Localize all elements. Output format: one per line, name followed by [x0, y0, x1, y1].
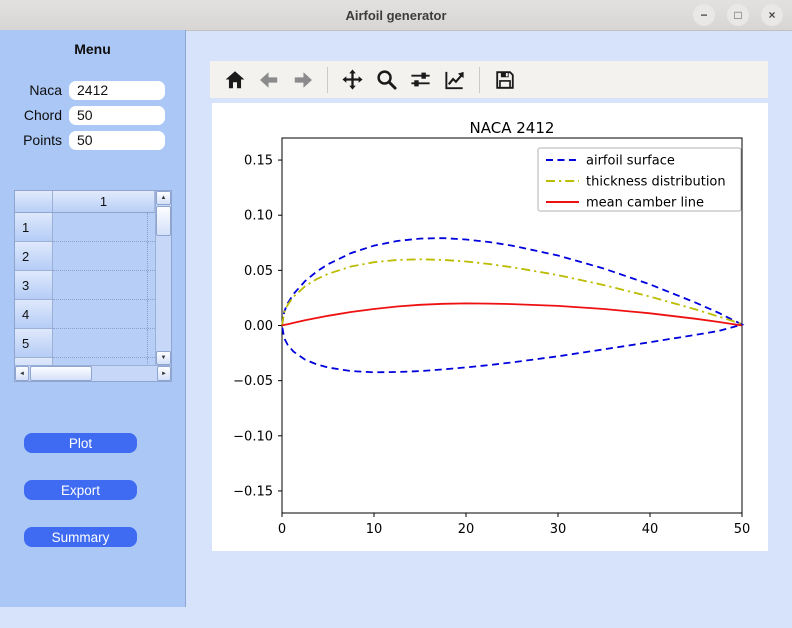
table-row: 5	[15, 329, 155, 358]
table-cell[interactable]	[53, 242, 155, 271]
x-tick-label: 20	[458, 522, 475, 537]
window-title: Airfoil generator	[345, 7, 447, 23]
maximize-button[interactable]: □	[727, 4, 749, 26]
table-cell[interactable]	[53, 300, 155, 329]
table-cell[interactable]	[53, 271, 155, 300]
coordinates-table[interactable]: 1 1 2 3 4 5	[14, 190, 172, 382]
chart-title: NACA 2412	[470, 119, 555, 137]
toolbar-separator	[479, 66, 480, 93]
plot-button[interactable]: Plot	[24, 433, 137, 453]
series-mean-camber-line	[281, 302, 743, 327]
row-header[interactable]: 5	[15, 329, 53, 358]
plot-toolbar	[210, 61, 768, 98]
y-tick-label: 0.00	[244, 319, 273, 334]
scroll-right-button[interactable]: ►	[157, 366, 171, 381]
x-tick-label: 10	[366, 522, 383, 537]
save-icon[interactable]	[493, 68, 516, 91]
series-thickness-distribution	[281, 258, 743, 326]
chord-input[interactable]	[69, 105, 165, 125]
table-horizontal-scrollbar[interactable]: ◄ ►	[15, 365, 171, 381]
series-airfoil-surface	[281, 237, 745, 374]
points-label: Points	[23, 132, 62, 148]
table-column-header[interactable]: 1	[53, 191, 155, 213]
home-icon[interactable]	[223, 68, 246, 91]
row-header[interactable]: 1	[15, 213, 53, 242]
menu-title: Menu	[74, 41, 111, 57]
table-cell[interactable]	[53, 213, 155, 242]
legend-label: airfoil surface	[586, 154, 675, 169]
y-tick-label: 0.10	[244, 209, 273, 224]
row-header[interactable]: 3	[15, 271, 53, 300]
row-header[interactable]: 2	[15, 242, 53, 271]
customize-plot-icon[interactable]	[443, 68, 466, 91]
y-tick-label: 0.05	[244, 264, 273, 279]
minimize-button[interactable]: −	[693, 4, 715, 26]
pan-icon[interactable]	[341, 68, 364, 91]
table-row: 1	[15, 213, 155, 242]
forward-icon[interactable]	[291, 68, 314, 91]
naca-label: Naca	[29, 82, 62, 98]
table-vertical-scrollbar[interactable]: ▲ ▼	[155, 191, 171, 365]
chord-field-row: Chord	[0, 105, 165, 125]
back-icon[interactable]	[257, 68, 280, 91]
table-row: 4	[15, 300, 155, 329]
naca-input[interactable]	[69, 80, 165, 100]
close-button[interactable]: ×	[761, 4, 783, 26]
vertical-scroll-thumb[interactable]	[156, 206, 171, 236]
y-tick-label: −0.05	[233, 374, 273, 389]
legend-label: mean camber line	[586, 196, 704, 211]
points-input[interactable]	[69, 130, 165, 150]
x-tick-label: 50	[734, 522, 751, 537]
table-cell[interactable]	[53, 329, 155, 358]
table-corner-cell	[15, 191, 53, 213]
x-tick-label: 0	[278, 522, 286, 537]
window-controls: − □ ×	[693, 4, 783, 26]
table-row: 2	[15, 242, 155, 271]
scroll-down-button[interactable]: ▼	[156, 351, 171, 365]
horizontal-scroll-thumb[interactable]	[30, 366, 92, 381]
table-header-row: 1	[15, 191, 155, 213]
table-row-partial	[15, 358, 155, 365]
y-tick-label: −0.15	[233, 484, 273, 499]
points-field-row: Points	[0, 130, 165, 150]
y-tick-label: −0.10	[233, 429, 273, 444]
table-row: 3	[15, 271, 155, 300]
plot-canvas[interactable]: NACA 2412 0 10 20 30 40 50 0.15 0.10 0.05 0.00 −0.…	[212, 103, 768, 551]
titlebar: Airfoil generator − □ ×	[0, 0, 792, 31]
scroll-left-button[interactable]: ◄	[15, 366, 29, 381]
summary-button[interactable]: Summary	[24, 527, 137, 547]
export-button[interactable]: Export	[24, 480, 137, 500]
x-tick-label: 30	[550, 522, 567, 537]
toolbar-separator	[327, 66, 328, 93]
scroll-up-button[interactable]: ▲	[156, 191, 171, 205]
legend-box	[537, 147, 742, 212]
subplots-config-icon[interactable]	[409, 68, 432, 91]
sidebar-menu-panel: Menu Naca Chord Points 1 1 2 3	[0, 30, 186, 607]
table-body: 1 2 3 4 5	[15, 213, 155, 365]
legend-label: thickness distribution	[586, 175, 726, 190]
chord-label: Chord	[23, 107, 62, 123]
row-header[interactable]: 4	[15, 300, 53, 329]
zoom-icon[interactable]	[375, 68, 398, 91]
x-tick-label: 40	[642, 522, 659, 537]
y-tick-label: 0.15	[244, 154, 273, 169]
naca-field-row: Naca	[0, 80, 165, 100]
